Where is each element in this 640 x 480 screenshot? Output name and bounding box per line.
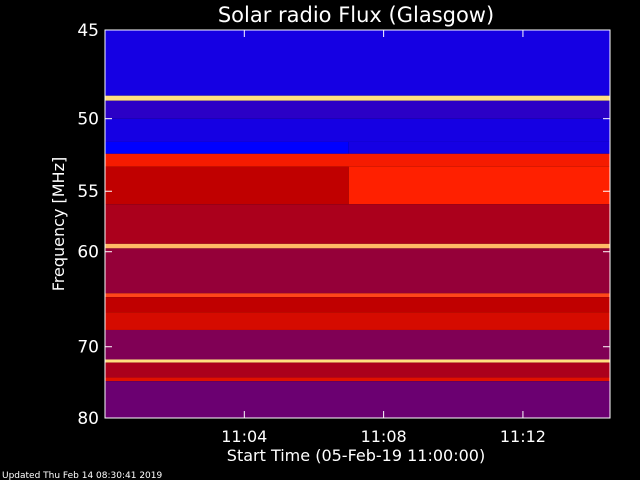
chart-title: Solar radio Flux (Glasgow) bbox=[218, 3, 494, 27]
y-tick-label: 60 bbox=[77, 243, 99, 263]
heatmap-band bbox=[105, 329, 610, 360]
heatmap-band bbox=[105, 243, 610, 249]
spectrogram-heatmap bbox=[105, 30, 610, 418]
heatmap-band bbox=[105, 377, 610, 382]
heatmap-band bbox=[105, 141, 349, 154]
y-tick-label: 80 bbox=[77, 409, 99, 429]
heatmap-band bbox=[105, 359, 610, 363]
updated-timestamp: Updated Thu Feb 14 08:30:41 2019 bbox=[2, 471, 163, 480]
x-axis-label: Start Time (05-Feb-19 11:00:00) bbox=[227, 446, 485, 465]
heatmap-band bbox=[105, 204, 610, 244]
x-tick-label: 11:04 bbox=[221, 427, 267, 446]
heatmap-band bbox=[348, 141, 610, 154]
heatmap-band bbox=[348, 166, 610, 205]
heatmap-band bbox=[105, 297, 610, 313]
y-tick-label: 70 bbox=[77, 338, 99, 358]
x-tick-label: 11:12 bbox=[500, 427, 546, 446]
y-tick-label: 55 bbox=[77, 182, 99, 202]
heatmap-band bbox=[105, 30, 610, 96]
x-tick-label: 11:08 bbox=[361, 427, 407, 446]
y-axis: 45 50 55 60 70 80 bbox=[77, 21, 610, 429]
heatmap-band bbox=[105, 153, 610, 167]
heatmap-band bbox=[105, 166, 349, 205]
heatmap-band bbox=[105, 95, 610, 101]
heatmap-band bbox=[105, 118, 610, 142]
heatmap-band bbox=[105, 312, 610, 330]
heatmap-band bbox=[105, 248, 610, 294]
y-tick-label: 45 bbox=[77, 21, 99, 41]
heatmap-band bbox=[105, 100, 610, 119]
y-tick-label: 50 bbox=[77, 110, 99, 130]
heatmap-band bbox=[105, 293, 610, 298]
x-axis: 11:04 11:08 11:12 bbox=[221, 30, 546, 446]
heatmap-band bbox=[105, 381, 610, 418]
y-axis-label: Frequency [MHz] bbox=[49, 157, 68, 291]
heatmap-band bbox=[105, 362, 610, 378]
plot-frame bbox=[104, 29, 611, 419]
